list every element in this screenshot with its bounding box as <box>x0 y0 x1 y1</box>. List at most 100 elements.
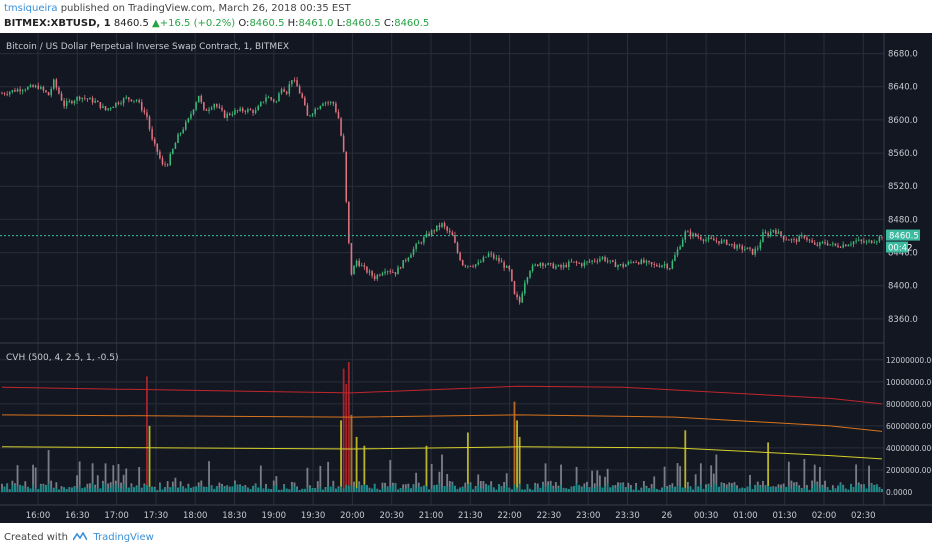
time-tick-label: 26 <box>661 511 672 521</box>
candle-body <box>84 97 86 99</box>
volume-base-bar <box>762 487 764 492</box>
volume-base-bar <box>642 486 645 492</box>
volume-base-bar <box>360 485 363 492</box>
volume-base-bar <box>663 486 666 492</box>
volume-base-bar <box>686 487 689 492</box>
candle-body <box>562 264 565 268</box>
candle-body <box>254 110 257 113</box>
candle-body <box>746 247 749 250</box>
candle-body <box>280 89 283 94</box>
volume-bar <box>464 482 467 492</box>
volume-base-bar <box>296 488 298 492</box>
volume-base-bar <box>303 488 306 492</box>
candle-body <box>275 101 278 103</box>
volume-base-bar <box>787 486 790 492</box>
candle-body <box>156 143 159 152</box>
volume-base-bar <box>609 487 612 492</box>
time-tick-label: 22:30 <box>537 511 562 521</box>
volume-base-bar <box>718 486 720 492</box>
volume-base-bar <box>3 486 6 492</box>
volume-base-bar <box>24 488 27 492</box>
time-tick-label: 18:00 <box>183 511 208 521</box>
volume-base-bar <box>246 487 249 492</box>
candle-body <box>539 263 542 267</box>
volume-bar <box>91 463 94 492</box>
volume-base-bar <box>746 486 749 492</box>
volume-base-bar <box>428 489 430 492</box>
candle-body <box>705 239 707 241</box>
volume-base-bar <box>479 488 482 492</box>
volume-base-bar <box>270 489 273 492</box>
volume-base-bar <box>91 483 94 492</box>
candle-body <box>873 242 876 244</box>
candle-body <box>244 111 247 112</box>
candle-body <box>837 245 839 248</box>
candle-body <box>172 148 174 154</box>
candle-body <box>775 230 777 234</box>
candle-body <box>169 153 172 166</box>
volume-base-bar <box>218 487 221 492</box>
cvh-tick-label: 4000000.0000 <box>886 444 932 453</box>
candle-body <box>239 108 241 111</box>
candle-body <box>666 264 668 269</box>
price-axis[interactable]: 8680.0 8640.0 8600.0 8560.0 8520.0 8480.0 8440… <box>888 50 918 325</box>
volume-base-bar <box>730 487 733 492</box>
volume-base-bar <box>658 489 661 492</box>
volume-base-bar <box>855 485 858 492</box>
candle-body <box>216 104 218 107</box>
volume-base-bar <box>283 485 286 492</box>
candle-body <box>27 86 29 90</box>
tradingview-link[interactable]: TradingView <box>93 532 154 543</box>
price-tick-label: 8680.0 <box>888 50 918 60</box>
candle-body <box>738 245 741 247</box>
cvh-axis[interactable]: 12000000.0000 10000000.0000 8000000.0000 60… <box>886 356 932 497</box>
chart-canvas[interactable]: 8680.0 8640.0 8600.0 8560.0 8520.0 8480.0 8440… <box>0 33 932 523</box>
volume-bar <box>109 482 112 492</box>
volume-base-bar <box>793 485 795 492</box>
volume-base-bar <box>127 487 130 492</box>
volume-base-bar <box>632 489 635 492</box>
author-link[interactable]: tmsiqueira <box>4 3 58 14</box>
volume-base-bar <box>852 486 855 492</box>
volume-base-bar <box>821 486 824 492</box>
volume-base-bar <box>42 485 45 492</box>
volume-bar <box>790 480 793 492</box>
volume-base-bar <box>694 484 697 492</box>
volume-bar <box>16 465 19 492</box>
candle-body <box>692 233 694 237</box>
volume-base-bar <box>327 486 330 492</box>
time-axis[interactable]: 16:00 16:30 17:00 17:30 18:00 18:30 19:00 19:30… <box>26 511 876 521</box>
volume-base-bar <box>347 485 350 492</box>
candle-body <box>599 258 601 262</box>
volume-base-bar <box>438 483 441 492</box>
volume-base-bar <box>363 484 366 492</box>
volume-bar <box>415 472 418 492</box>
volume-base-bar <box>862 484 865 492</box>
volume-base-bar <box>733 484 736 492</box>
volume-base-bar <box>99 488 102 492</box>
candle-body <box>208 109 210 111</box>
candle-body <box>524 282 526 294</box>
volume-base-bar <box>536 487 539 492</box>
volume-base-bar <box>560 484 562 492</box>
candle-body <box>3 93 6 95</box>
candle-body <box>143 110 146 113</box>
candle-body <box>415 243 417 249</box>
candle-body <box>301 93 304 98</box>
candle-body <box>8 91 11 95</box>
candle-body <box>96 100 99 103</box>
volume-base-bar <box>697 487 700 492</box>
volume-bar <box>749 474 751 492</box>
volume-base-bar <box>764 485 767 492</box>
candle-body <box>394 272 397 275</box>
candle-body <box>213 104 216 108</box>
volume-bar <box>479 481 482 492</box>
candle-body <box>710 237 712 239</box>
volume-base-bar <box>619 484 622 492</box>
close-value: 8460.5 <box>394 18 430 29</box>
volume-base-bar <box>857 484 860 492</box>
candle-body <box>210 107 213 110</box>
volume-base-bar <box>39 485 42 492</box>
cvh-threshold-lines <box>1 385 883 460</box>
volume-base-bar <box>208 484 210 492</box>
